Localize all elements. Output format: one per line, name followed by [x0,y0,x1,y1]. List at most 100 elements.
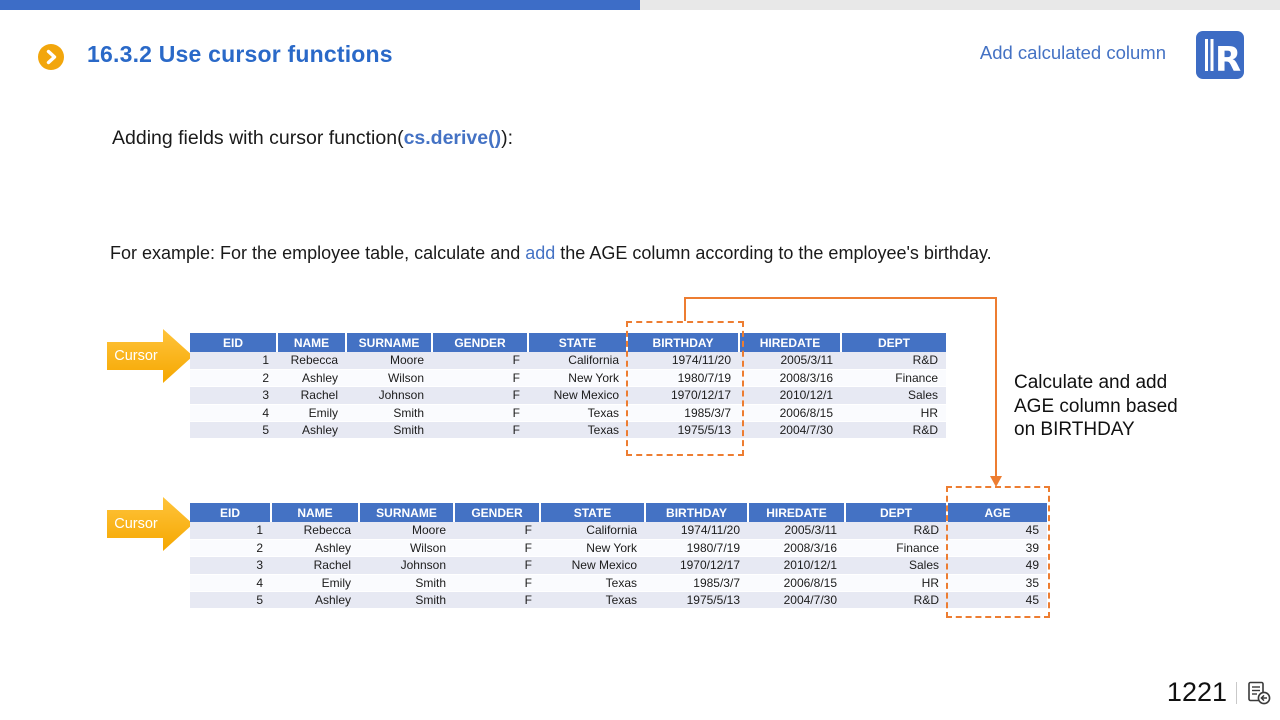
table-cell: New Mexico [528,386,627,405]
column-header: EID [190,333,278,352]
column-header: SURNAME [359,503,455,522]
example-text: For example: For the employee table, cal… [110,243,992,264]
table-cell: 5 [190,591,271,610]
table-cell: F [432,369,528,388]
footer: 1221 [1167,677,1272,708]
table-row: 1 Rebecca Moore F California 1974/11/20 2005/3… [190,522,1047,540]
column-header: EID [190,503,272,522]
column-header: NAME [271,503,360,522]
example-highlight: add [525,243,556,263]
table-cell: 2006/8/15 [739,404,841,423]
column-header: NAME [277,333,347,352]
table-cell: Wilson [346,369,432,388]
page-number: 1221 [1166,677,1227,707]
table-cell: Johnson [346,386,432,405]
table-cell: New Mexico [540,556,645,575]
column-header: STATE [528,333,628,352]
column-header: BIRTHDAY [645,503,749,522]
intro-suffix: ): [501,127,514,149]
chevron-circle-icon [38,44,64,70]
table-cell: F [432,421,528,440]
table-cell: 1 [190,352,277,370]
footer-divider [1236,681,1237,704]
example-before: For example: For the employee table, cal… [110,243,526,263]
table-cell: Smith [359,574,454,593]
page-title: 16.3.2 Use cursor functions [87,41,393,67]
table-cell: New York [540,539,645,558]
table-cell: 5 [190,421,277,440]
table-cell: F [454,556,540,575]
table-cell: Moore [359,522,454,540]
table-cell: Ashley [271,591,359,610]
birthday-column-highlight [626,321,744,456]
table-cell: 2005/3/11 [748,522,845,540]
table-cell: Emily [277,404,346,423]
table-row: 2 Ashley Wilson F New York 1980/7/19 2008/3/16… [190,369,946,388]
table-cell: 2010/12/1 [748,556,845,575]
table-cell: 2 [190,369,277,388]
column-header: GENDER [432,333,529,352]
table-cell: F [432,404,528,423]
table-cell: 39 [947,539,1047,558]
table-cell: Emily [271,574,359,593]
table-cell: Texas [528,421,627,440]
table-row: 4 Emily Smith F Texas 1985/3/7 2006/8/15 HR 35 [190,574,1047,593]
intro-prefix: Adding fields with cursor function( [112,127,404,149]
table-cell: Smith [359,591,454,610]
table-cell: Sales [845,556,947,575]
employee-table-with-age: EID NAME SURNAME GENDER STATE BIRTHDAY HIREDAT… [190,503,1047,610]
table-cell: HR [845,574,947,593]
cursor-arrow-icon [107,497,193,551]
svg-text:R: R [1215,40,1241,79]
table-cell: Ashley [277,369,346,388]
column-header: DEPT [845,503,948,522]
table-cell: Sales [841,386,946,405]
toc-icon[interactable] [1246,680,1272,706]
table-cell: Ashley [277,421,346,440]
table-cell: 2008/3/16 [748,539,845,558]
annotation-text: Calculate and add AGE column based on BI… [1014,371,1178,442]
table-cell: 1 [190,522,271,540]
table-cell: F [454,591,540,610]
add-calculated-column-label: Add calculated column [979,42,1166,63]
table-cell: 2004/7/30 [748,591,845,610]
table-row: 5 Ashley Smith F Texas 1975/5/13 2004/7/30 R&D [190,421,946,440]
table-cell: Moore [346,352,432,370]
table-row: 3 Rachel Johnson F New Mexico 1970/12/17 2010/… [190,386,946,405]
table-cell: HR [841,404,946,423]
table-cell: 2010/12/1 [739,386,841,405]
intro-code: cs.derive() [403,127,502,149]
table-cell: 1974/11/20 [645,522,748,540]
table-cell: 1975/5/13 [645,591,748,610]
column-header: DEPT [841,333,946,352]
table-cell: F [432,352,528,370]
table-cell: New York [528,369,627,388]
table-cell: 4 [190,574,271,593]
column-header: HIREDATE [748,503,846,522]
table-row: 1 Rebecca Moore F California 1974/11/20 2005/3… [190,352,946,370]
column-header: STATE [540,503,646,522]
table-cell: Texas [540,574,645,593]
table-cell: F [454,574,540,593]
table-row: 4 Emily Smith F Texas 1985/3/7 2006/8/15 HR [190,404,946,423]
table-cell: 1980/7/19 [645,539,748,558]
column-header: GENDER [454,503,541,522]
table-cell: 2005/3/11 [739,352,841,370]
annotation-line: on BIRTHDAY [1014,419,1135,440]
cursor-arrow-top: Cursor [107,329,193,383]
table-cell: 45 [947,591,1047,610]
table-cell: R&D [841,352,946,370]
table-cell: Finance [845,539,947,558]
table-cell: Finance [841,369,946,388]
cursor-arrow-icon [107,329,193,383]
table-row: 3 Rachel Johnson F New Mexico 1970/12/17 2010/… [190,556,1047,575]
table-cell: Rebecca [271,522,359,540]
table-cell: R&D [845,591,947,610]
column-header: HIREDATE [739,333,842,352]
top-bar-blue-segment [0,0,640,10]
top-bar-gray-segment [640,0,1280,10]
table-cell: 3 [190,556,271,575]
cursor-arrow-bottom: Cursor [107,497,193,551]
table-cell: 45 [947,522,1047,540]
